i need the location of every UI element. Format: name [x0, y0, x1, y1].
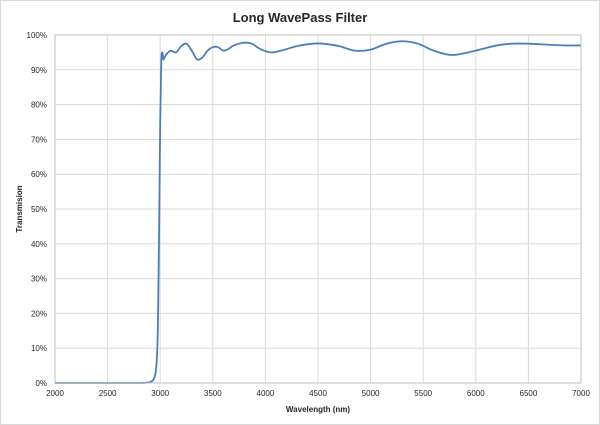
plot-area	[54, 34, 582, 384]
y-tick-label: 100%	[27, 31, 47, 40]
chart-title: Long WavePass Filter	[233, 10, 368, 25]
x-tick-label: 5500	[414, 389, 432, 398]
y-axis-title: Transmision	[15, 185, 24, 232]
x-tick-label: 7000	[572, 389, 590, 398]
x-tick-label: 4000	[257, 389, 275, 398]
x-tick-label: 5000	[362, 389, 380, 398]
y-tick-label: 90%	[31, 66, 47, 75]
y-axis-ticks: 0% 10% 20% 30% 40% 50% 60% 70% 80% 90% 100%	[27, 31, 47, 388]
x-tick-label: 6500	[520, 389, 538, 398]
y-tick-label: 50%	[31, 205, 47, 214]
x-tick-label: 4500	[309, 389, 327, 398]
x-tick-label: 3000	[151, 389, 169, 398]
y-tick-label: 0%	[35, 379, 47, 388]
y-tick-label: 30%	[31, 275, 47, 284]
y-tick-label: 10%	[31, 344, 47, 353]
y-tick-label: 20%	[31, 309, 47, 318]
gridlines	[54, 34, 582, 384]
x-axis-title: Wavelength (nm)	[286, 405, 350, 414]
y-tick-label: 40%	[31, 240, 47, 249]
y-tick-label: 60%	[31, 170, 47, 179]
x-tick-label: 3500	[204, 389, 222, 398]
series-layer	[55, 40, 582, 384]
x-tick-label: 2000	[46, 389, 64, 398]
x-tick-label: 6000	[467, 389, 485, 398]
y-tick-label: 70%	[31, 135, 47, 144]
y-tick-label: 80%	[31, 101, 47, 110]
transmission-series-line	[55, 40, 582, 384]
x-axis-ticks: 2000 2500 3000 3500 4000 4500 5000 5500 6000 6500…	[46, 389, 590, 398]
x-tick-label: 2500	[99, 389, 117, 398]
